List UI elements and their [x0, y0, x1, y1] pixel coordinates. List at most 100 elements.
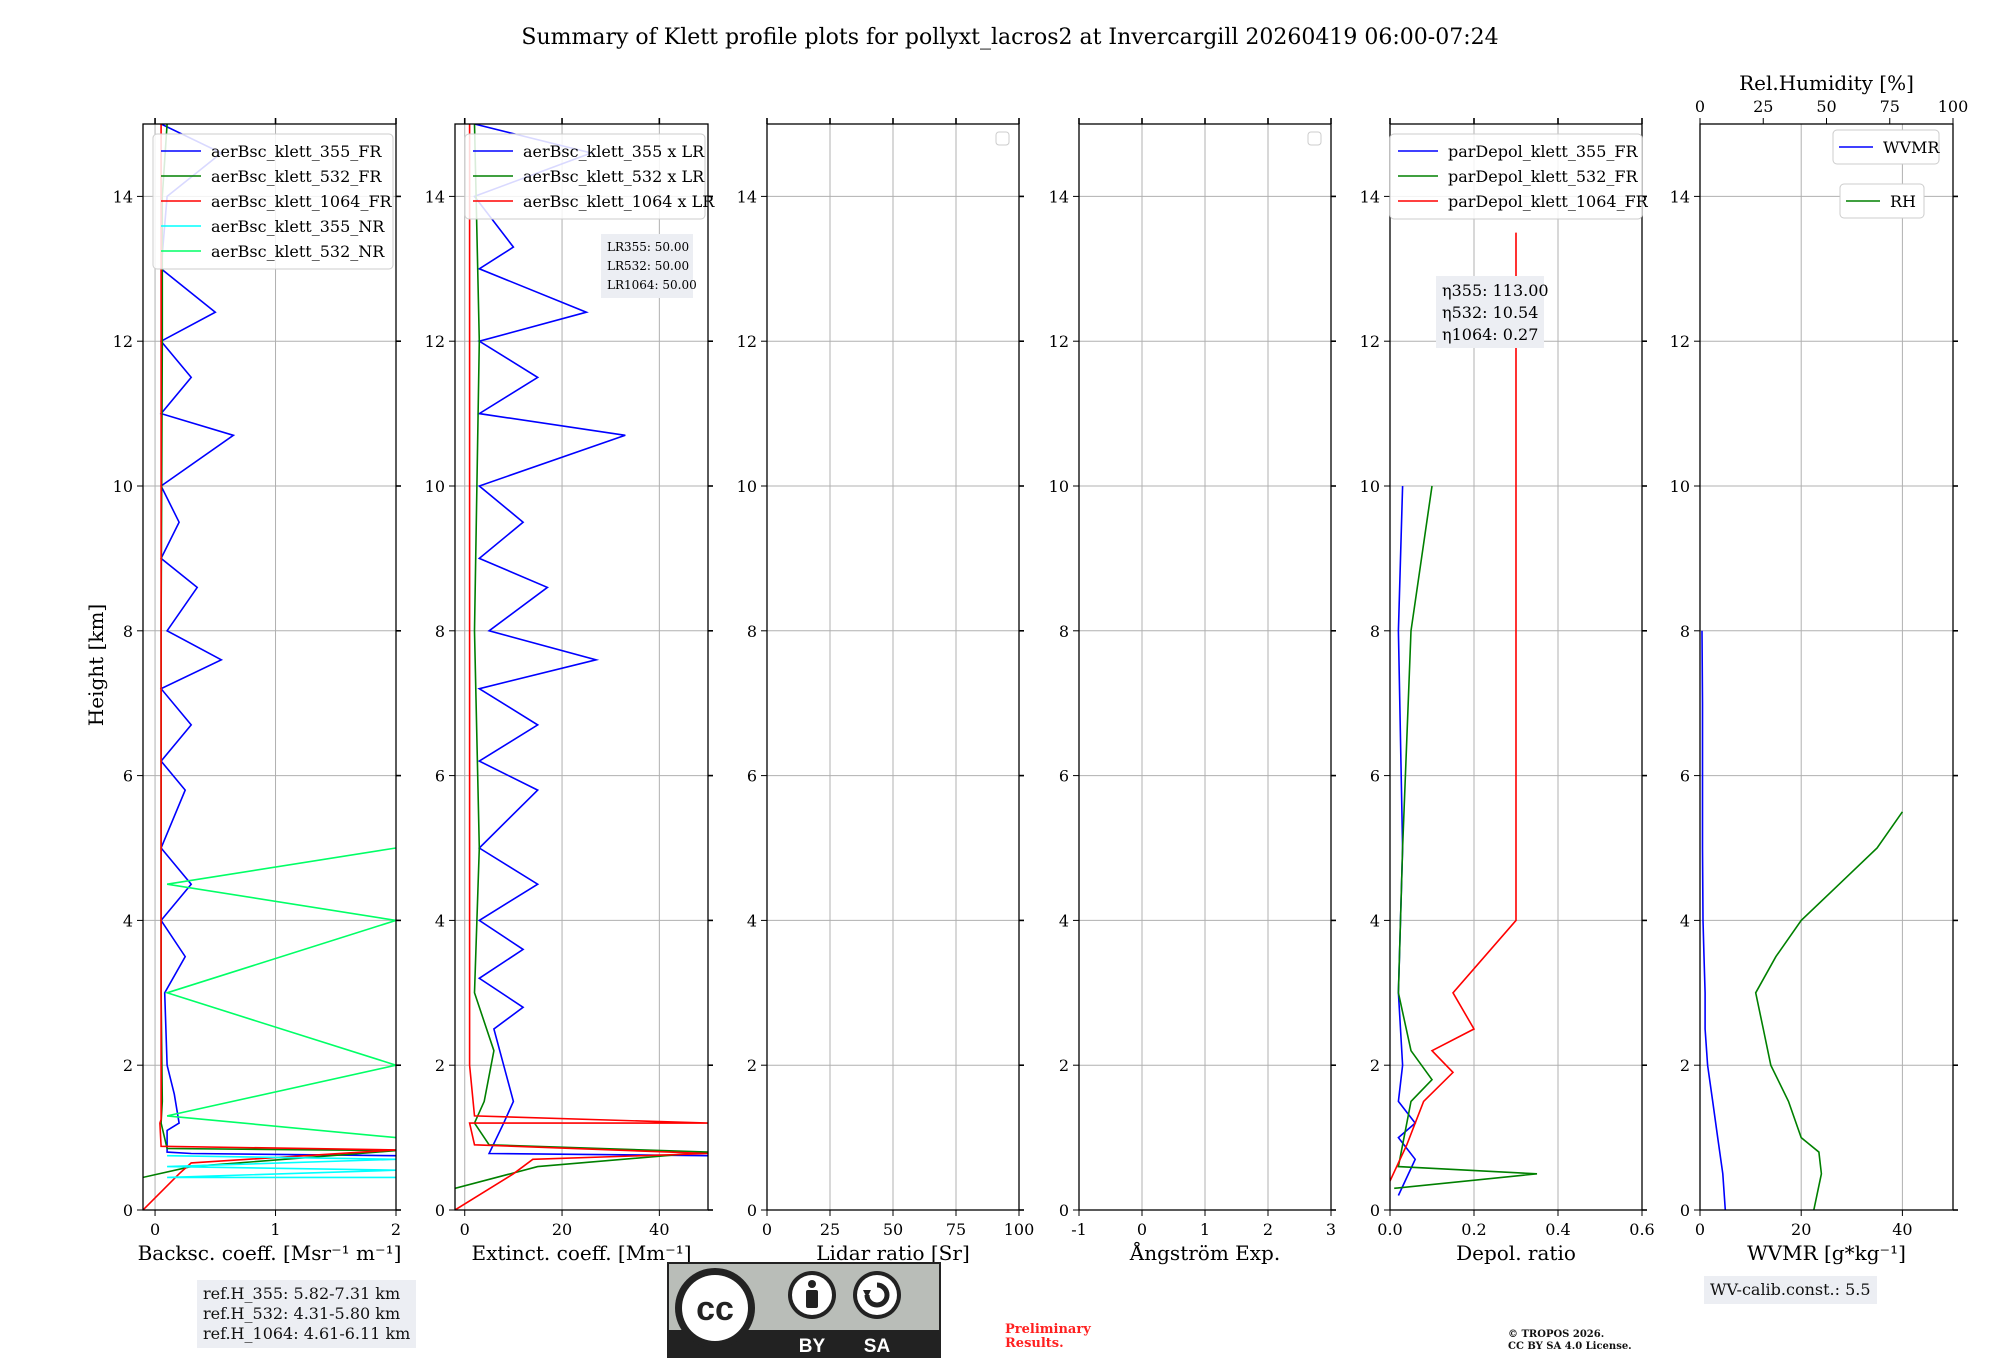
y-tick-label: 10	[1670, 477, 1690, 496]
y-tick-label: 6	[435, 767, 445, 786]
y-tick-label: 0	[1059, 1201, 1069, 1220]
x-axis-label: WVMR [g*kg⁻¹]	[1747, 1241, 1906, 1265]
preliminary-line-2: Results.	[1005, 1336, 1064, 1351]
legend-label: aerBsc_klett_532_FR	[211, 167, 382, 186]
y-tick-label: 0	[123, 1201, 133, 1220]
series-group	[455, 124, 708, 1210]
x-tick-label: 3	[1326, 1220, 1336, 1239]
eta-text: η355: 113.00	[1442, 281, 1549, 300]
y-tick-label: 0	[435, 1201, 445, 1220]
y-tick-label: 8	[1680, 622, 1690, 641]
copyright-line-2: CC BY SA 4.0 License.	[1508, 1341, 1632, 1352]
series-line-aerBsc_klett_355 x LR	[473, 124, 708, 1157]
series-line-WVMR	[1701, 630, 1727, 1210]
lr-text: LR1064: 50.00	[607, 278, 697, 292]
y-tick-label: 14	[113, 187, 133, 206]
cc-license-badge: cc BY SA	[667, 1262, 941, 1358]
x-tick-label: 0.6	[1629, 1220, 1654, 1239]
y-tick-label: 0	[747, 1201, 757, 1220]
x-tick-label: 2	[1263, 1220, 1273, 1239]
y-tick-label: 10	[113, 477, 133, 496]
y-tick-label: 12	[1049, 332, 1069, 351]
x-tick-label: 25	[820, 1220, 840, 1239]
cc-letters: cc	[696, 1290, 734, 1328]
empty-legend-box	[1307, 131, 1322, 146]
series-line-aerBsc_klett_355_FR	[159, 124, 396, 1157]
series-group	[1390, 232, 1538, 1196]
y-tick-label: 0	[1680, 1201, 1690, 1220]
copyright-note: © TROPOS 2026. CC BY SA 4.0 License.	[1508, 1329, 1632, 1353]
sa-arrow	[864, 1282, 890, 1308]
rh-legend-box	[1839, 183, 1925, 219]
lr-box	[601, 234, 693, 298]
y-tick-label: 4	[1059, 911, 1069, 930]
sa-icon-inner	[857, 1275, 897, 1315]
lr-text: LR532: 50.00	[607, 259, 689, 273]
x-tick-label: 0.0	[1377, 1220, 1402, 1239]
y-tick-label: 2	[1680, 1056, 1690, 1075]
y-tick-label: 2	[1059, 1056, 1069, 1075]
y-tick-label: 4	[747, 911, 757, 930]
y-tick-label: 12	[425, 332, 445, 351]
copyright-line-1: © TROPOS 2026.	[1508, 1329, 1605, 1340]
ref-heights-box: ref.H_355: 5.82-7.31 km ref.H_532: 4.31-…	[197, 1280, 417, 1348]
x-tick-label: 0.4	[1545, 1220, 1570, 1239]
series-group	[143, 124, 396, 1210]
y-tick-label: 14	[1670, 187, 1690, 206]
x-tick-label: 100	[1004, 1220, 1035, 1239]
lidar_ratio-panel: 0 2 4 6 8 10 12 14 0 25 50 75 100 Lidar ratio [Sr]	[737, 118, 1035, 1265]
x-tick-label: 0	[1695, 1220, 1705, 1239]
legend-label: parDepol_klett_532_FR	[1448, 167, 1639, 186]
x-tick-label: 0	[150, 1220, 160, 1239]
rh-legend-label: RH	[1890, 192, 1916, 211]
y-tick-label: 4	[1370, 911, 1380, 930]
y-tick-label: 6	[123, 767, 133, 786]
legend-label: aerBsc_klett_355_NR	[211, 217, 385, 236]
ref-height-532: ref.H_532: 4.31-5.80 km	[203, 1304, 401, 1323]
series-line-aerBsc_klett_532_FR	[143, 124, 396, 1179]
x-tick-label: 20	[552, 1220, 572, 1239]
top-x-tick-label: 75	[1880, 97, 1900, 116]
series-line-parDepol_klett_532_FR	[1394, 485, 1538, 1190]
y-tick-label: 6	[747, 767, 757, 786]
preliminary-note: Preliminary Results.	[1005, 1323, 1091, 1351]
x-tick-label: 0	[762, 1220, 772, 1239]
lr-text: LR355: 50.00	[607, 240, 689, 254]
y-tick-label: 12	[1670, 332, 1690, 351]
eta-box	[1436, 276, 1544, 348]
series-line-parDepol_klett_355_FR	[1397, 485, 1417, 1196]
x-tick-label: 1	[1200, 1220, 1210, 1239]
plot-frame	[142, 123, 397, 1211]
x-tick-label: -1	[1071, 1220, 1087, 1239]
plot-frame	[1389, 123, 1643, 1211]
y-tick-label: 12	[113, 332, 133, 351]
y-tick-label: 8	[747, 622, 757, 641]
wvmr-legend-label: WVMR	[1883, 138, 1940, 157]
y-tick-label: 10	[425, 477, 445, 496]
preliminary-line-1: Preliminary	[1005, 1322, 1091, 1337]
by-text: BY	[799, 1336, 826, 1357]
legend-label: aerBsc_klett_355 x LR	[523, 142, 705, 161]
legend-box	[464, 133, 706, 220]
y-tick-label: 4	[1680, 911, 1690, 930]
x-axis-label: Extinct. coeff. [Mm⁻¹]	[471, 1241, 691, 1265]
x-axis-label: Backsc. coeff. [Msr⁻¹ m⁻¹]	[138, 1241, 402, 1265]
by-person-body	[806, 1290, 818, 1308]
eta-text: η532: 10.54	[1442, 303, 1538, 322]
legend-label: aerBsc_klett_532_NR	[211, 242, 385, 261]
sa-arrowhead	[863, 1290, 871, 1298]
wv-calib-box: WV-calib.const.: 5.5	[1704, 1276, 1877, 1304]
y-tick-label: 14	[1049, 187, 1069, 206]
y-axis-label: Height [km]	[84, 604, 108, 726]
y-tick-label: 8	[123, 622, 133, 641]
empty-legend-box	[995, 131, 1010, 146]
series-line-RH	[1754, 811, 1904, 1210]
wv-calib-text: WV-calib.const.: 5.5	[1710, 1280, 1871, 1299]
top-x-axis-label: Rel.Humidity [%]	[1739, 71, 1914, 95]
legend-label: aerBsc_klett_1064 x LR	[523, 192, 715, 211]
x-tick-label: 1	[270, 1220, 280, 1239]
ref-height-355: ref.H_355: 5.82-7.31 km	[203, 1284, 401, 1303]
series-group	[1701, 630, 1904, 1210]
